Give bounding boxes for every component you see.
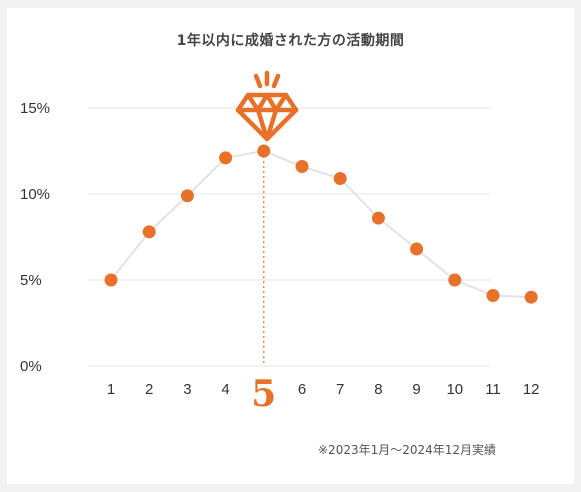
- x-tick-label: 6: [298, 381, 306, 398]
- x-tick-label: 7: [336, 381, 344, 398]
- y-axis-ticks: 0% 5% 10% 15%: [20, 100, 50, 375]
- x-axis-ticks: 1 2 3 4 5 6 7 8 9 10 11 12: [107, 373, 540, 415]
- diamond-icon: [235, 70, 299, 142]
- period-note: ※2023年1月〜2024年12月実績: [318, 443, 497, 457]
- x-tick-label: 9: [412, 381, 420, 398]
- x-tick-label-highlight: 5: [251, 373, 276, 415]
- data-point: [371, 211, 385, 225]
- data-point: [104, 273, 118, 287]
- data-point: [486, 288, 500, 302]
- data-point: [524, 290, 538, 304]
- x-tick-label: 2: [145, 381, 153, 398]
- y-tick-label: 5%: [20, 272, 42, 289]
- x-tick-label: 1: [107, 381, 115, 398]
- grid-lines: [88, 107, 490, 367]
- data-point: [410, 242, 424, 256]
- x-tick-label: 4: [221, 381, 229, 398]
- data-point: [448, 273, 462, 287]
- x-tick-label: 12: [523, 381, 540, 398]
- data-point: [333, 172, 347, 186]
- x-tick-label: 11: [485, 381, 501, 398]
- data-point: [219, 151, 233, 165]
- data-points: [104, 144, 538, 304]
- chart-card: [7, 8, 574, 484]
- data-point: [142, 225, 156, 239]
- y-tick-label: 10%: [20, 186, 50, 203]
- x-tick-label: 10: [446, 381, 463, 398]
- chart-title: 1年以内に成婚された方の活動期間: [176, 33, 405, 49]
- series-line: [110, 149, 532, 299]
- data-point: [180, 189, 194, 203]
- x-tick-label: 3: [183, 381, 191, 398]
- x-tick-label: 8: [374, 381, 382, 398]
- data-point: [257, 144, 271, 158]
- y-tick-label: 0%: [20, 358, 42, 375]
- y-tick-label: 15%: [20, 100, 50, 117]
- data-point: [295, 159, 309, 173]
